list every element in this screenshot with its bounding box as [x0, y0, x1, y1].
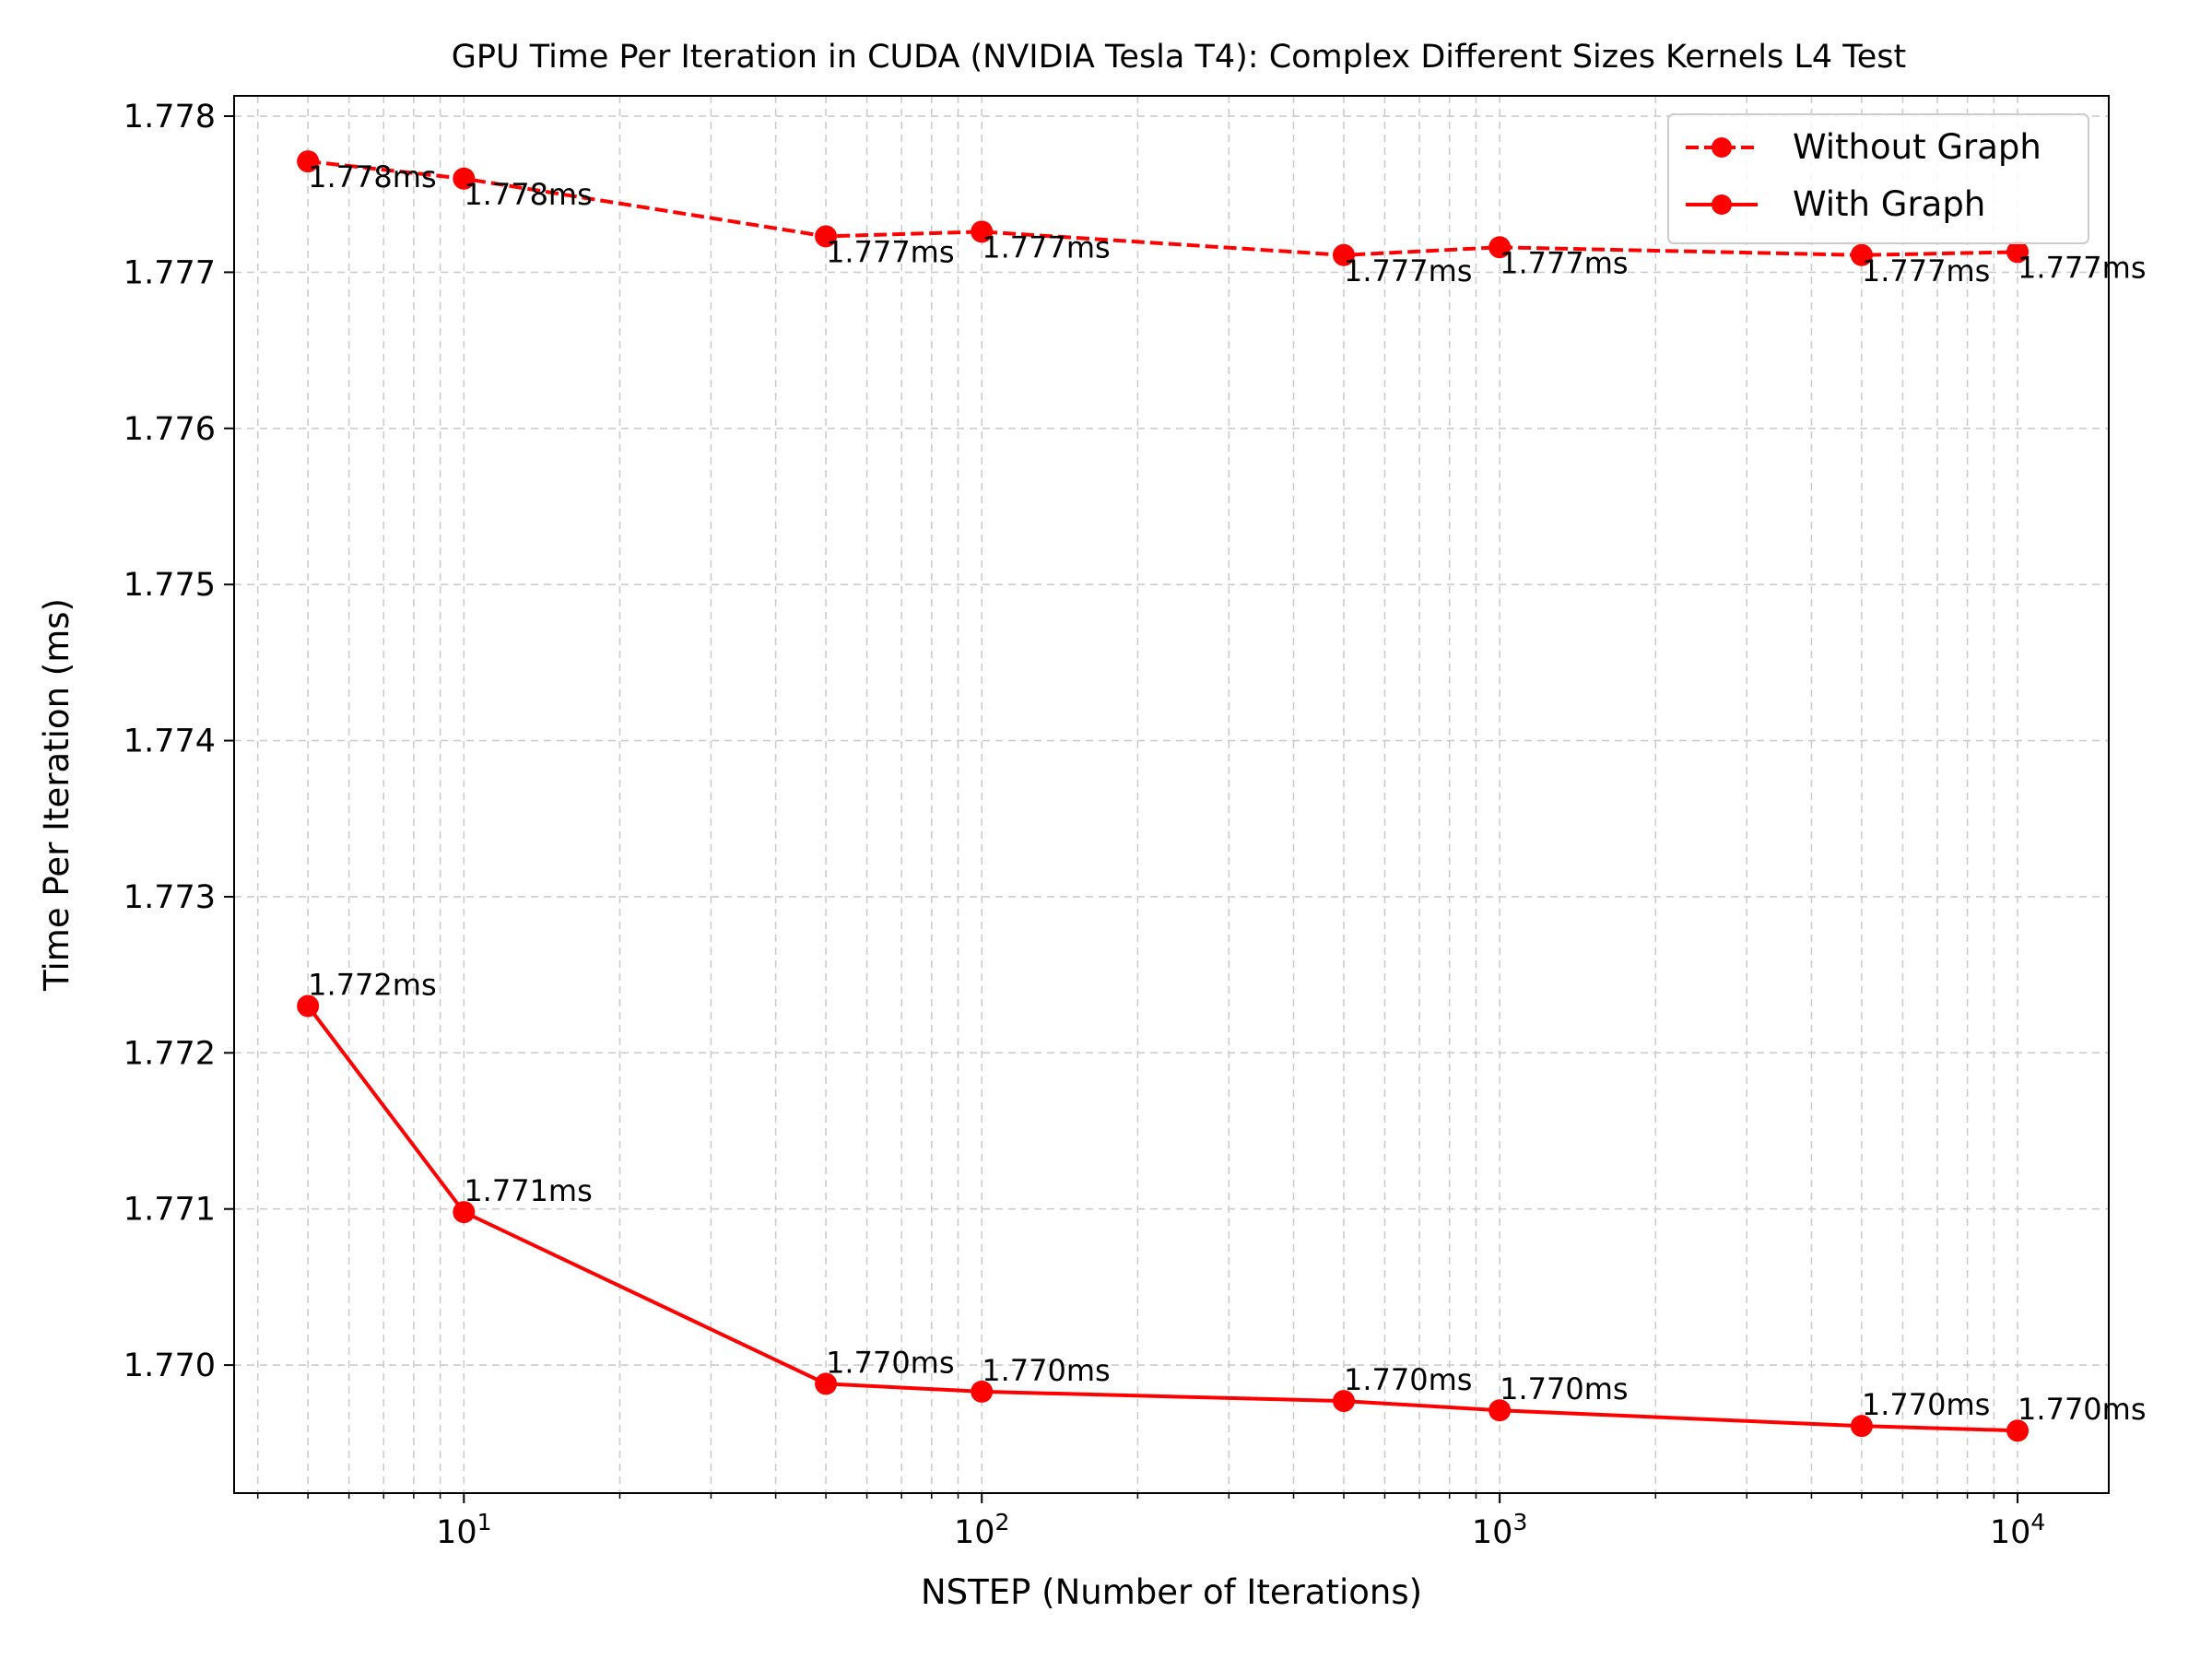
y-tick-label: 1.772	[124, 1035, 216, 1072]
data-point-without-graph	[297, 150, 320, 173]
data-label-without-graph: 1.778ms	[464, 177, 592, 212]
data-label-with-graph: 1.771ms	[464, 1173, 592, 1208]
data-point-without-graph	[1332, 243, 1355, 266]
axis-ticks: 101 102 103 104 1.770 1.771 1.772 1.773 1.774 1.7…	[124, 99, 2045, 1551]
data-point-with-graph	[971, 1380, 994, 1403]
data-point-without-graph	[1850, 243, 1873, 266]
legend: Without Graph With Graph	[1667, 113, 2089, 244]
data-point-with-graph	[815, 1372, 838, 1395]
data-point-without-graph	[453, 167, 476, 190]
data-point-without-graph	[2006, 241, 2030, 264]
data-point-with-graph	[297, 994, 320, 1018]
data-label-with-graph: 1.770ms	[2018, 1392, 2146, 1427]
data-label-with-graph: 1.770ms	[1500, 1371, 1628, 1406]
plot-series	[297, 150, 2030, 1442]
data-point-with-graph	[1488, 1399, 1512, 1422]
legend-label-without-graph: Without Graph	[1793, 127, 2041, 167]
data-label-with-graph: 1.770ms	[1862, 1387, 1990, 1422]
data-label-without-graph: 1.777ms	[1500, 245, 1628, 280]
legend-label-with-graph: With Graph	[1793, 184, 1985, 224]
data-label-without-graph: 1.777ms	[982, 229, 1110, 265]
series-line-without-graph	[307, 159, 2018, 257]
y-tick-label: 1.771	[124, 1192, 216, 1229]
y-tick-label: 1.774	[124, 724, 216, 760]
plot-frame	[233, 95, 2110, 1494]
chart-title: GPU Time Per Iteration in CUDA (NVIDIA T…	[452, 39, 1906, 76]
data-point-without-graph	[971, 220, 994, 243]
x-tick-label: 101	[436, 1509, 491, 1551]
data-label-without-graph: 1.777ms	[1344, 253, 1472, 288]
x-tick-label: 102	[954, 1509, 1009, 1551]
data-label-with-graph: 1.770ms	[1344, 1362, 1472, 1397]
data-point-with-graph	[453, 1201, 476, 1224]
x-tick-label: 104	[1990, 1509, 2045, 1551]
data-label-with-graph: 1.772ms	[308, 968, 436, 1003]
legend-marker-without-graph	[1712, 137, 1732, 158]
y-tick-label: 1.770	[124, 1347, 216, 1384]
data-point-with-graph	[1332, 1390, 1355, 1413]
y-tick-label: 1.775	[124, 567, 216, 604]
data-label-without-graph: 1.778ms	[308, 159, 436, 194]
data-point-with-graph	[1850, 1415, 1873, 1438]
legend-marker-with-graph	[1712, 194, 1732, 215]
data-label-with-graph: 1.770ms	[982, 1353, 1110, 1388]
data-label-without-graph: 1.777ms	[1862, 253, 1990, 288]
y-tick-label: 1.776	[124, 411, 216, 448]
legend-box	[1667, 113, 2089, 244]
data-label-without-graph: 1.777ms	[2018, 250, 2146, 285]
data-point-with-graph	[2006, 1419, 2030, 1442]
x-axis-label: NSTEP (Number of Iterations)	[921, 1572, 1422, 1612]
y-tick-label: 1.773	[124, 879, 216, 916]
data-labels: 1.778ms 1.778ms 1.777ms 1.777ms 1.777ms 1.777…	[308, 159, 2146, 1427]
x-tick-label: 103	[1472, 1509, 1527, 1551]
data-point-without-graph	[1488, 236, 1512, 259]
y-axis-label: Time Per Iteration (ms)	[37, 598, 76, 992]
data-label-with-graph: 1.770ms	[826, 1345, 954, 1380]
data-label-without-graph: 1.777ms	[826, 234, 954, 269]
y-tick-label: 1.777	[124, 254, 216, 291]
y-tick-label: 1.778	[124, 99, 216, 135]
series-line-with-graph	[306, 1005, 2018, 1433]
grid-lines	[234, 96, 2109, 1493]
data-point-without-graph	[815, 225, 838, 248]
